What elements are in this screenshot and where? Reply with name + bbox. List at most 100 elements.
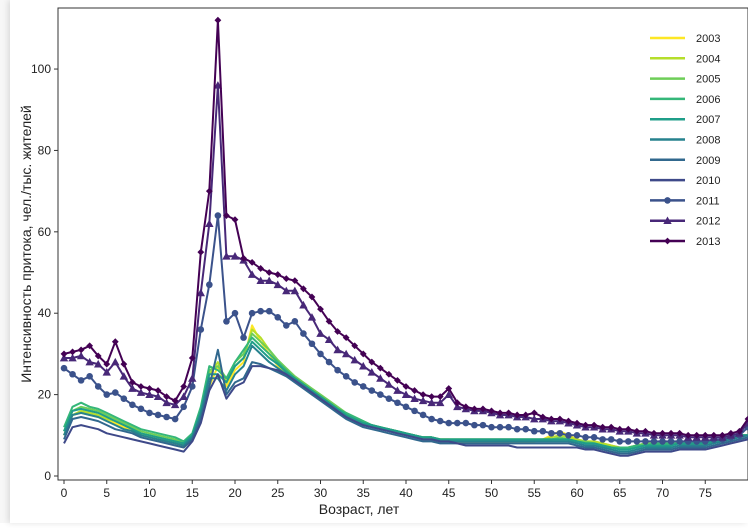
data-point [402,383,410,390]
data-point [351,342,359,350]
data-point [77,377,85,384]
y-tick-label: 80 [38,143,52,157]
data-point [197,248,205,256]
data-point [522,411,530,419]
data-point [136,388,146,396]
data-point [428,415,435,423]
data-point [633,427,641,435]
data-point [427,398,436,407]
data-point [650,429,658,437]
data-point [60,364,68,372]
data-point [146,409,153,417]
data-point [590,434,598,441]
data-point [197,326,205,333]
data-point [727,429,735,437]
data-point [307,313,317,321]
data-point [436,417,444,425]
data-point [718,431,726,439]
data-point [120,395,128,402]
data-point [154,411,162,419]
data-point [282,275,290,283]
data-point [547,415,555,423]
data-point [153,392,163,401]
data-point [171,397,179,405]
line-chart: 0 20 40 60 80 100 0 5 10 15 20 25 30 35 40 45 50 55 60 65 7… [18,7,748,517]
x-tick-label: 5 [103,486,110,500]
data-point [77,346,85,354]
series-2013 [60,16,748,439]
y-axis: 0 20 40 60 80 100 [31,62,58,483]
data-point [247,270,257,278]
data-point [445,385,453,392]
data-point [59,353,69,362]
data-point [180,383,188,390]
data-point [488,407,495,415]
data-point [214,212,222,219]
data-point [248,309,256,317]
data-point [257,307,264,315]
data-point [300,285,307,293]
data-point [368,387,376,394]
data-point [394,399,401,407]
data-point [625,438,632,445]
legend-label-2008: 2008 [696,135,720,147]
data-point [180,403,187,411]
data-point [351,379,359,386]
data-point [462,403,470,411]
data-point [188,374,197,382]
data-point [505,423,512,431]
data-point [401,390,411,398]
data-point [206,281,213,289]
data-point [667,438,675,445]
data-point [582,434,589,441]
data-point [94,383,102,390]
series-2010 [63,365,748,457]
data-point [231,309,239,317]
data-point [565,432,572,439]
data-point [94,359,103,368]
data-point [659,438,666,445]
data-point [240,334,247,341]
series-line-2013 [63,19,748,437]
data-point [85,357,94,366]
x-tick-label: 25 [271,486,285,500]
x-tick-label: 10 [143,486,157,500]
data-point [103,360,111,368]
data-point [384,380,394,388]
data-point [205,187,213,195]
data-point [410,394,419,403]
data-point [633,438,641,445]
x-tick-label: 15 [186,486,200,500]
data-point [69,370,76,378]
y-tick-label: 0 [44,469,51,483]
x-tick-label: 50 [485,486,499,500]
data-point [394,376,401,384]
data-point [334,328,341,335]
data-point [471,405,478,413]
data-point [86,342,94,350]
data-point [317,350,324,358]
data-point [188,354,196,362]
data-point [376,364,384,372]
data-point [513,425,521,433]
data-point [744,415,748,423]
data-point [205,219,214,228]
data-point [676,429,683,437]
data-point [240,254,247,262]
data-point [163,413,170,421]
data-point [436,393,444,401]
data-point [171,415,179,423]
data-point [642,427,649,435]
data-point [162,398,171,407]
data-point [283,322,290,329]
data-point [102,368,111,376]
data-point [86,372,93,380]
data-point [128,384,137,392]
data-point [530,427,538,435]
data-point [539,413,547,421]
data-point [341,349,351,358]
x-axis-title: Возраст, лет [319,501,400,517]
data-point [462,419,470,427]
data-point [684,431,692,439]
